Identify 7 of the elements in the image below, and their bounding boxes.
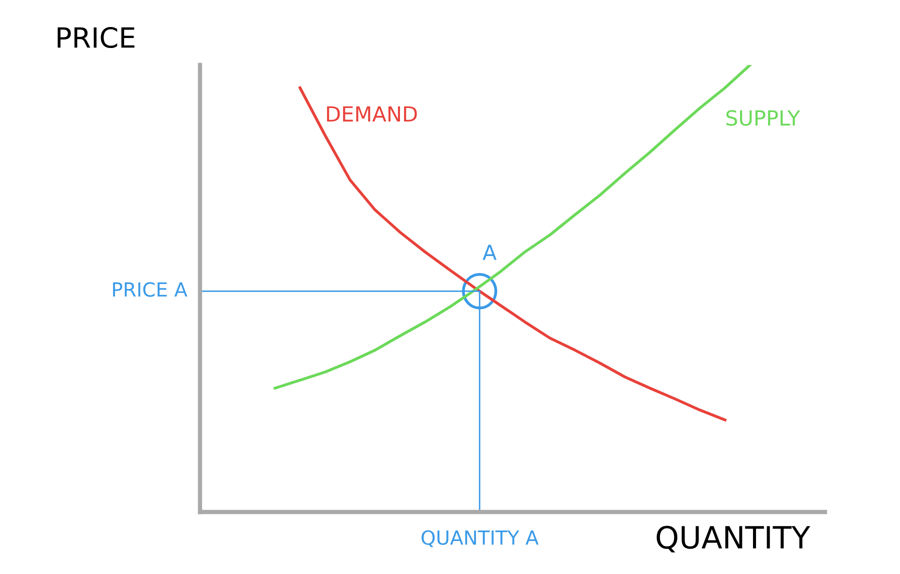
text: QUANTITY A bbox=[422, 530, 539, 548]
series-label: DEMAND bbox=[327, 106, 417, 122]
x-axis-title: QUANTITY bbox=[656, 526, 810, 552]
y-axis-title: PRICE bbox=[58, 27, 134, 48]
annotation: A bbox=[482, 244, 497, 260]
ref-line-label: PRICE A bbox=[113, 282, 188, 297]
series-label: SUPPLY bbox=[726, 110, 800, 126]
